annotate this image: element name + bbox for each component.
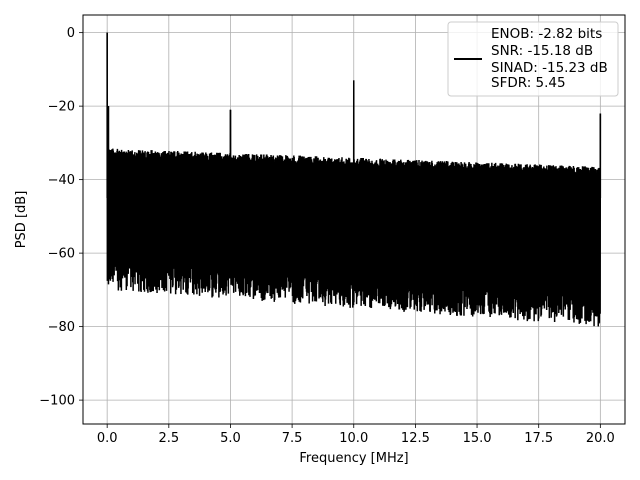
x-tick-label: 15.0 xyxy=(463,431,492,446)
x-tick-label: 10.0 xyxy=(339,431,368,446)
x-tick-label: 20.0 xyxy=(586,431,615,446)
x-tick-label: 0.0 xyxy=(97,431,118,446)
legend-entry-sfdr: SFDR: 5.45 xyxy=(491,75,566,91)
legend-entry-enob: ENOB: -2.82 bits xyxy=(491,26,602,42)
y-axis: 0 −20 −40 −60 −80 −100 xyxy=(39,26,83,409)
legend-box xyxy=(447,21,619,97)
legend: ENOB: -2.82 bits SNR: -15.18 dB SINAD: -… xyxy=(447,21,619,97)
x-tick-label: 17.5 xyxy=(524,431,553,446)
x-tick-label: 7.5 xyxy=(282,431,303,446)
psd-trace xyxy=(106,32,602,327)
y-tick-label: −80 xyxy=(48,320,75,335)
legend-entry-snr: SNR: -15.18 dB xyxy=(491,43,593,59)
y-tick-label: −100 xyxy=(39,394,75,409)
y-tick-label: −60 xyxy=(48,247,75,262)
x-tick-label: 2.5 xyxy=(158,431,179,446)
psd-line xyxy=(106,32,602,327)
y-tick-label: 0 xyxy=(67,26,75,41)
x-tick-label: 5.0 xyxy=(220,431,241,446)
y-tick-label: −40 xyxy=(48,173,75,188)
x-tick-label: 12.5 xyxy=(401,431,430,446)
x-axis: 0.0 2.5 5.0 7.5 10.0 12.5 15.0 17.5 20.0 xyxy=(97,424,615,446)
y-tick-label: −20 xyxy=(48,100,75,115)
x-axis-label: Frequency [MHz] xyxy=(299,451,408,466)
legend-entry-sinad: SINAD: -15.23 dB xyxy=(491,60,608,76)
y-axis-label: PSD [dB] xyxy=(14,191,29,249)
